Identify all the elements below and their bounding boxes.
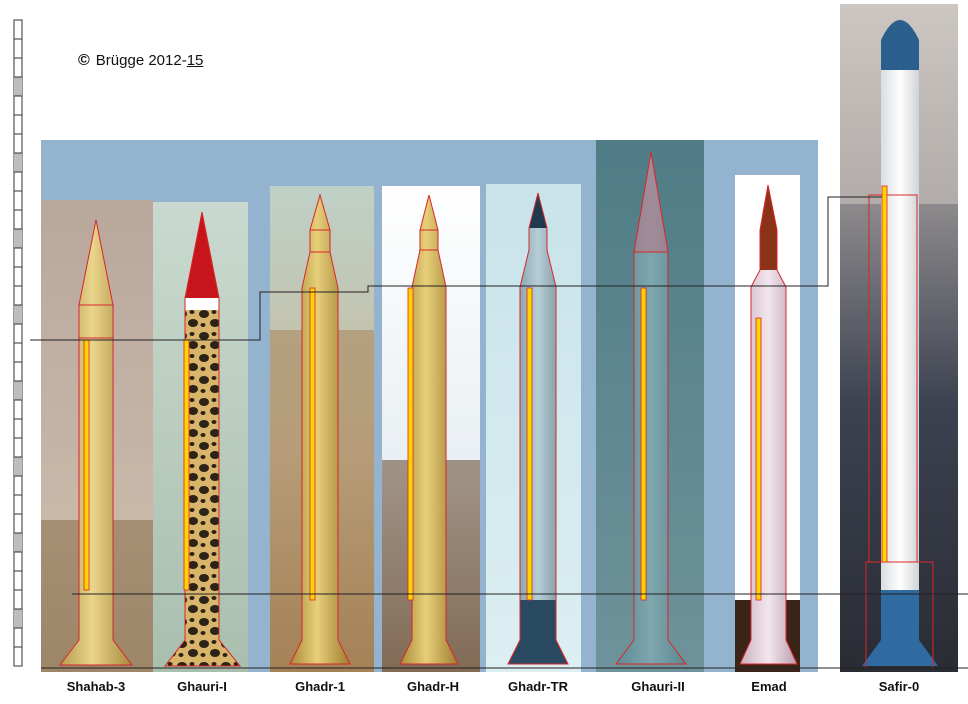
copyright-symbol: © <box>78 52 90 69</box>
ruler-segment-shaded <box>14 381 22 400</box>
ruler-segment-shaded <box>14 533 22 552</box>
label-shahab-3: Shahab-3 <box>66 679 126 694</box>
missile-ghauri-i <box>163 211 242 667</box>
photo-panels <box>41 4 958 672</box>
missile-emad <box>739 184 798 665</box>
missile-ghadr-h <box>399 194 459 665</box>
missile-ghadr-1 <box>289 193 351 665</box>
copyright-suffix: 15 <box>186 52 204 69</box>
label-ghadr-1: Ghadr-1 <box>295 679 345 694</box>
ruler-segment-shaded <box>14 229 22 248</box>
label-safir-0: Safir-0 <box>878 679 920 694</box>
upper-reference-line <box>30 196 882 341</box>
ruler-segment-shaded <box>14 609 22 628</box>
label-ghauri-i: Ghauri-I <box>177 679 227 694</box>
label-ghauri-ii: Ghauri-II <box>631 679 685 694</box>
ruler-segment-shaded <box>14 457 22 476</box>
label-emad: Emad <box>751 679 787 694</box>
ruler-segment-shaded <box>14 153 22 172</box>
missile-ghadr-tr <box>507 192 569 665</box>
label-ghadr-tr: Ghadr-TR <box>508 679 568 694</box>
missile-safir-0 <box>862 20 938 669</box>
label-ghadr-h: Ghadr-H <box>407 679 459 694</box>
height-scale-ruler <box>13 19 23 667</box>
ruler-segment-shaded <box>14 305 22 324</box>
copyright-notice: © Brügge 2012-15 <box>78 52 203 70</box>
missile-ghauri-ii <box>615 151 687 665</box>
reference-lines <box>30 196 968 669</box>
ruler-segment-shaded <box>14 77 22 96</box>
copyright-text: Brügge 2012- <box>95 52 187 69</box>
